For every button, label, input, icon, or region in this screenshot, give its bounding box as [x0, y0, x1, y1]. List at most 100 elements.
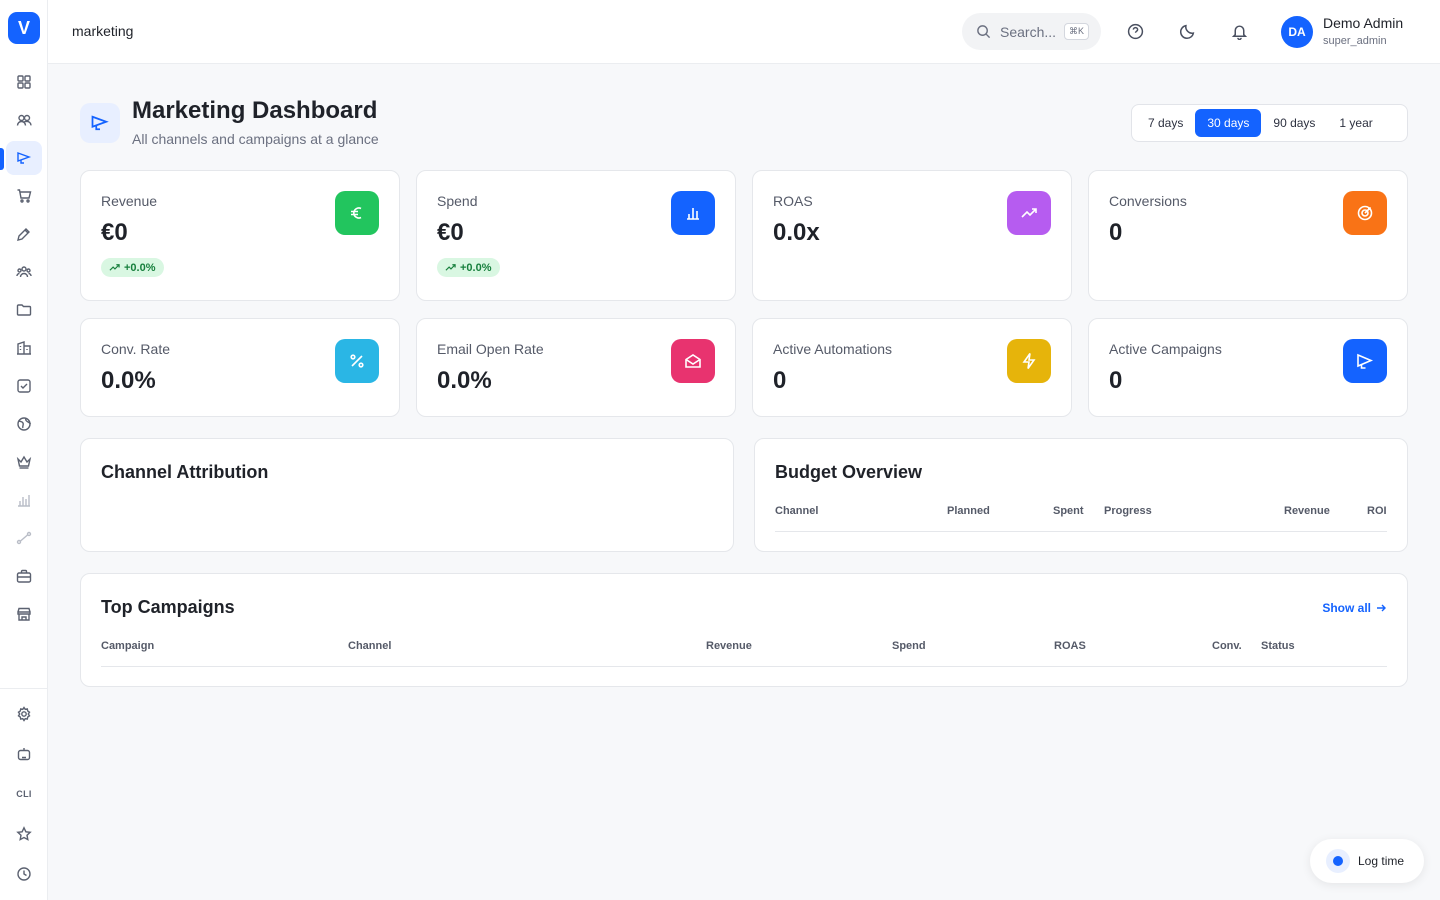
search-shortcut: ⌘K — [1064, 23, 1090, 40]
trending-up-icon — [445, 264, 456, 271]
chart-icon[interactable] — [6, 483, 42, 517]
gear-icon[interactable] — [6, 697, 42, 731]
column-header[interactable]: Progress — [1104, 505, 1152, 517]
mail-open-icon — [671, 339, 715, 383]
column-header[interactable]: Conv. — [1212, 640, 1242, 652]
euro-icon — [335, 191, 379, 235]
header-divider — [775, 531, 1387, 532]
search-input[interactable]: Search... ⌘K — [962, 13, 1101, 50]
stat-card-conv-rate: Conv. Rate 0.0% — [80, 318, 400, 417]
stat-label: Conversions — [1109, 193, 1187, 209]
column-header[interactable]: ROI — [1367, 505, 1387, 517]
stat-card-revenue: Revenue €0 +0.0% — [80, 170, 400, 301]
user-role: super_admin — [1323, 35, 1387, 47]
sidebar-divider — [0, 688, 48, 689]
stat-card-conversions: Conversions 0 — [1088, 170, 1408, 301]
stat-card-email-open-rate: Email Open Rate 0.0% — [416, 318, 736, 417]
arrow-right-icon — [1377, 604, 1386, 612]
folder-icon[interactable] — [6, 293, 42, 327]
zap-icon — [1007, 339, 1051, 383]
column-header[interactable]: ROAS — [1054, 640, 1086, 652]
stat-value: 0.0x — [773, 219, 820, 246]
help-icon[interactable] — [1124, 20, 1146, 42]
column-header[interactable]: Channel — [775, 505, 819, 517]
trend-badge: +0.0% — [437, 258, 500, 277]
bot-icon[interactable] — [6, 737, 42, 771]
clock-icon[interactable] — [6, 857, 42, 891]
breadcrumb[interactable]: marketing — [72, 23, 134, 39]
trend-badge: +0.0% — [101, 258, 164, 277]
topbar: marketing Search... ⌘K DA Demo Admin sup… — [48, 0, 1440, 64]
column-header[interactable]: Spend — [892, 640, 926, 652]
pen-icon[interactable] — [6, 217, 42, 251]
date-range-selector: 7 days 30 days 90 days 1 year — [1131, 104, 1408, 142]
trend-value: +0.0% — [124, 261, 156, 274]
building-icon[interactable] — [6, 331, 42, 365]
globe-icon[interactable] — [6, 407, 42, 441]
column-header[interactable]: Channel — [348, 640, 392, 652]
stat-value: €0 — [101, 219, 128, 246]
column-header[interactable]: Revenue — [706, 640, 752, 652]
megaphone-icon — [80, 103, 120, 143]
stat-value: 0 — [1109, 219, 1123, 246]
team-icon[interactable] — [6, 255, 42, 289]
column-header[interactable]: Spent — [1053, 505, 1084, 517]
show-all-label: Show all — [1322, 601, 1371, 615]
search-icon — [977, 25, 991, 39]
stat-value: 0 — [773, 367, 787, 394]
stat-label: Revenue — [101, 193, 158, 209]
panel-title: Top Campaigns — [101, 597, 235, 617]
page-title: Marketing Dashboard — [132, 97, 378, 124]
range-7-days[interactable]: 7 days — [1148, 116, 1184, 130]
trending-up-icon — [109, 264, 120, 271]
moon-icon[interactable] — [1176, 20, 1198, 42]
stat-label: Conv. Rate — [101, 341, 170, 357]
cli-button[interactable]: CLI — [6, 777, 42, 811]
grid-icon[interactable] — [6, 65, 42, 99]
stat-value: €0 — [437, 219, 464, 246]
bar-chart-icon — [671, 191, 715, 235]
cart-icon[interactable] — [6, 179, 42, 213]
stat-card-active-campaigns: Active Campaigns 0 — [1088, 318, 1408, 417]
column-header[interactable]: Planned — [947, 505, 990, 517]
range-1-year[interactable]: 1 year — [1339, 116, 1373, 130]
stat-value: 0 — [1109, 367, 1123, 394]
log-time-label: Log time — [1358, 854, 1405, 868]
stat-card-roas: ROAS 0.0x — [752, 170, 1072, 301]
stat-card-spend: Spend €0 +0.0% — [416, 170, 736, 301]
active-indicator — [0, 148, 4, 170]
stat-value: 0.0% — [437, 367, 492, 394]
checkbox-icon[interactable] — [6, 369, 42, 403]
bell-icon[interactable] — [1228, 20, 1250, 42]
top-campaigns-panel: Top Campaigns Show all Campaign Channel … — [80, 573, 1408, 687]
crown-icon[interactable] — [6, 445, 42, 479]
show-all-link[interactable]: Show all — [1322, 601, 1387, 615]
users-icon[interactable] — [6, 103, 42, 137]
stat-label: Active Automations — [773, 341, 893, 357]
star-icon[interactable] — [6, 817, 42, 851]
stat-value: 0.0% — [101, 367, 156, 394]
user-name[interactable]: Demo Admin — [1323, 15, 1404, 31]
stat-label: Spend — [437, 193, 478, 209]
store-icon[interactable] — [6, 597, 42, 631]
target-icon — [1343, 191, 1387, 235]
megaphone-icon[interactable] — [6, 141, 42, 175]
route-icon[interactable] — [6, 521, 42, 555]
trend-value: +0.0% — [460, 261, 492, 274]
trending-up-icon — [1007, 191, 1051, 235]
range-30-days[interactable]: 30 days — [1195, 109, 1262, 137]
column-header[interactable]: Status — [1261, 640, 1295, 652]
percent-icon — [335, 339, 379, 383]
panel-title: Budget Overview — [775, 462, 923, 482]
header-divider — [101, 666, 1387, 667]
log-time-button[interactable]: Log time — [1310, 839, 1424, 883]
briefcase-icon[interactable] — [6, 559, 42, 593]
avatar[interactable]: DA — [1281, 16, 1313, 48]
column-header[interactable]: Campaign — [101, 640, 155, 652]
column-header[interactable]: Revenue — [1284, 505, 1330, 517]
app-logo[interactable]: V — [8, 12, 40, 44]
page-subtitle: All channels and campaigns at a glance — [132, 131, 379, 147]
range-90-days[interactable]: 90 days — [1273, 116, 1316, 130]
stat-card-active-automations: Active Automations 0 — [752, 318, 1072, 417]
stat-label: ROAS — [773, 193, 813, 209]
